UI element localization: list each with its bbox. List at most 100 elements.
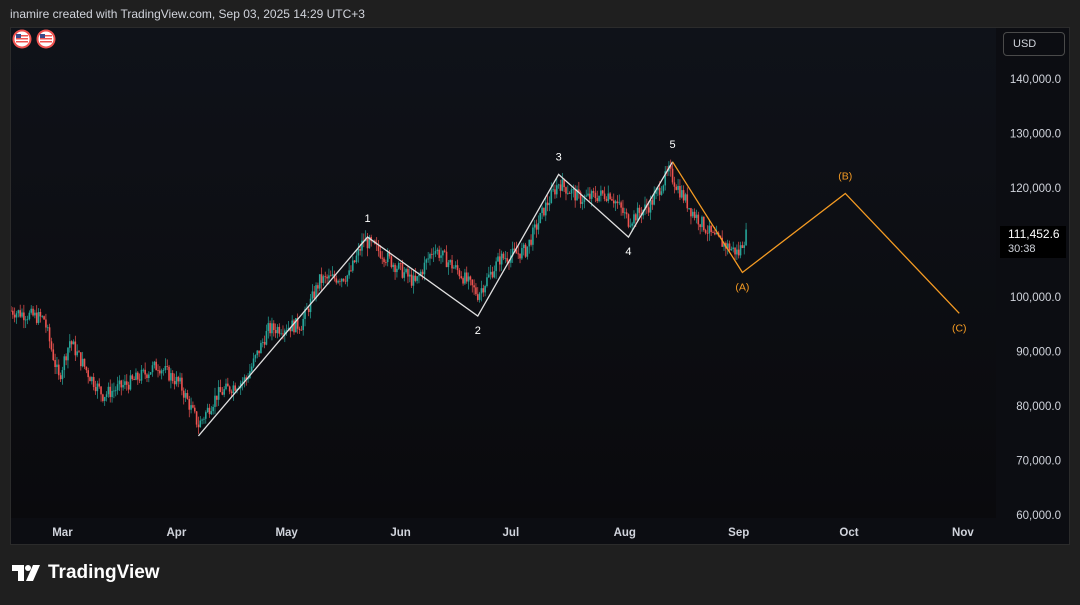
us-flag-icon[interactable] — [11, 28, 61, 50]
wave-label-3: 3 — [556, 151, 562, 163]
candle-body — [366, 238, 369, 249]
candle-body — [182, 390, 185, 398]
candle-body — [166, 366, 169, 367]
candle-body — [554, 189, 556, 195]
candle-body — [743, 245, 746, 248]
candle-body — [45, 319, 47, 328]
candle-body — [34, 312, 36, 316]
candle-body — [460, 276, 463, 279]
chart-caption: inamire created with TradingView.com, Se… — [10, 7, 365, 21]
candle-body — [539, 213, 542, 224]
candle-body — [530, 239, 532, 245]
candle-body — [396, 268, 398, 273]
currency-selector[interactable]: USD — [1003, 32, 1065, 56]
candle-body — [377, 244, 380, 252]
candle-body — [486, 277, 488, 287]
candle-body — [74, 341, 77, 356]
candle-body — [677, 185, 679, 190]
candle-body — [590, 191, 593, 199]
candle-body — [680, 190, 683, 198]
candle-body — [324, 276, 327, 278]
candle-body — [567, 192, 569, 194]
price-chart[interactable]: 140,000.0130,000.0120,000.0110,000.0100,… — [11, 28, 1069, 544]
candle-body — [420, 271, 422, 276]
candle-body — [177, 376, 180, 382]
candle-body — [129, 375, 132, 390]
chart-panel[interactable]: 140,000.0130,000.0120,000.0110,000.0100,… — [10, 27, 1070, 545]
candle-body — [109, 386, 112, 398]
footer-brand[interactable]: TradingView — [12, 562, 160, 584]
candle-body — [473, 285, 475, 288]
candle-body — [173, 381, 176, 385]
candle-body — [100, 386, 102, 395]
candle-body — [157, 370, 159, 372]
candle-body — [524, 244, 527, 257]
candle-body — [495, 261, 497, 272]
candle-body — [227, 383, 229, 387]
candle-body — [221, 392, 224, 395]
candle-body — [39, 311, 42, 317]
candle-body — [710, 225, 712, 233]
candle-body — [546, 202, 549, 206]
candle-body — [682, 190, 685, 201]
candle-body — [607, 193, 610, 201]
candle-body — [258, 350, 260, 354]
candle-body — [300, 329, 303, 331]
plot-background — [11, 28, 996, 518]
y-tick-label: 140,000.0 — [1010, 74, 1061, 86]
candle-body — [695, 214, 698, 218]
candle-body — [153, 361, 156, 366]
candle-body — [91, 376, 93, 382]
candle-body — [431, 254, 433, 255]
candle-body — [436, 249, 439, 252]
candle-body — [201, 419, 203, 421]
candle-body — [631, 223, 633, 226]
candle-body — [522, 244, 525, 249]
candle-body — [307, 308, 310, 313]
y-tick-label: 60,000.0 — [1016, 510, 1061, 522]
candle-body — [61, 370, 64, 380]
candle-body — [379, 251, 382, 258]
candle-body — [223, 389, 225, 395]
x-tick-label: Nov — [952, 527, 974, 539]
candle-body — [721, 237, 723, 247]
wave-label-A: (A) — [735, 281, 749, 293]
candle-body — [739, 245, 742, 256]
candle-body — [13, 314, 16, 318]
candle-body — [37, 311, 40, 323]
candle-body — [21, 312, 23, 317]
candle-body — [67, 347, 69, 361]
candle-body — [557, 184, 560, 186]
correction-wave-line — [672, 161, 960, 314]
x-tick-label: Jun — [390, 527, 410, 539]
candle-body — [254, 355, 257, 359]
candle-body — [102, 394, 104, 402]
candle-body — [26, 319, 29, 320]
candle-body — [592, 191, 595, 193]
candle-body — [570, 189, 573, 194]
candle-body — [601, 190, 604, 194]
candle-body — [140, 369, 143, 381]
candle-body — [627, 214, 630, 227]
candle-body — [52, 349, 55, 360]
candle-body — [506, 258, 508, 262]
candle-body — [647, 207, 650, 213]
candle-body — [179, 377, 181, 382]
candle-body — [228, 386, 231, 392]
candle-body — [146, 374, 148, 379]
candle-body — [87, 370, 89, 378]
candle-body — [72, 341, 75, 345]
candle-body — [164, 366, 167, 371]
candle-body — [491, 271, 494, 278]
candle-body — [691, 211, 694, 217]
candle-body — [651, 200, 654, 205]
candle-body — [383, 258, 385, 263]
candle-body — [12, 310, 14, 315]
x-tick-label: Sep — [728, 527, 749, 539]
candle-body — [175, 376, 178, 385]
candle-body — [480, 288, 483, 294]
x-tick-label: Mar — [52, 527, 73, 539]
candle-body — [265, 330, 268, 345]
candle-body — [407, 269, 409, 277]
candle-body — [594, 192, 597, 199]
